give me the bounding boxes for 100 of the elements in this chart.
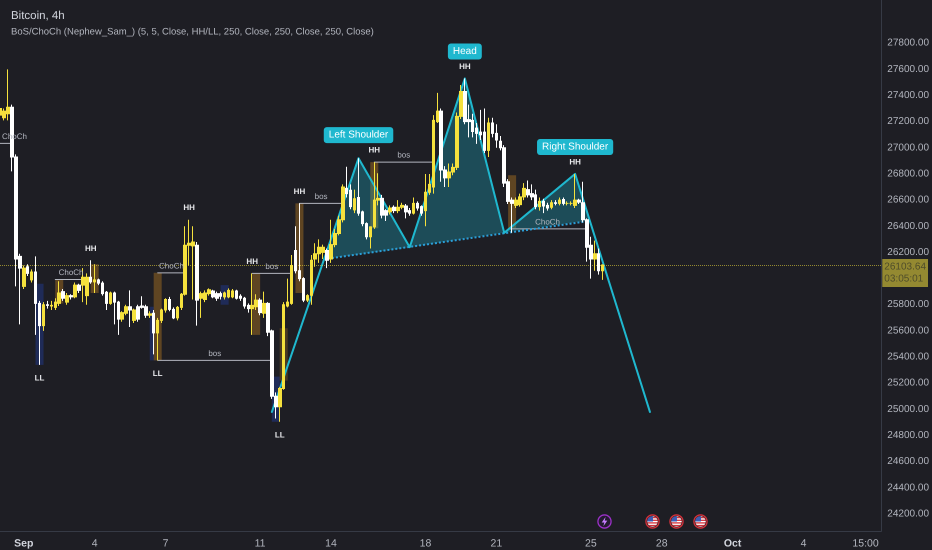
x-tick-label: 15:00	[852, 538, 879, 550]
candlestick	[61, 288, 65, 302]
candlestick	[392, 204, 396, 214]
candlestick	[46, 300, 49, 310]
candlestick	[65, 292, 69, 306]
candlestick	[597, 248, 600, 276]
y-tick-label: 25000.00	[887, 404, 930, 415]
candlestick	[219, 291, 222, 300]
candlestick	[42, 302, 45, 332]
annotation: HH	[246, 256, 258, 266]
candlestick	[227, 288, 230, 299]
text: 03:05:01	[884, 274, 924, 285]
candlestick	[562, 196, 565, 206]
candlestick	[223, 291, 226, 300]
candlestick	[412, 196, 415, 215]
candlestick	[93, 264, 96, 294]
y-tick-label: 25200.00	[887, 378, 930, 389]
candlestick	[487, 117, 490, 158]
candlestick	[538, 196, 541, 212]
series-label: bos	[397, 150, 410, 160]
candlestick	[22, 265, 26, 290]
candlestick	[565, 200, 569, 206]
ref-line-label: 26103.64	[884, 262, 926, 273]
x-tick-label: Oct	[724, 538, 742, 550]
annotation: HH	[368, 146, 380, 155]
candlestick	[243, 296, 246, 310]
candlestick	[148, 310, 152, 318]
y-tick-label: 27000.00	[887, 142, 930, 154]
x-tick-label: 11	[254, 538, 266, 550]
candlestick	[262, 291, 266, 318]
candlestick	[317, 238, 321, 264]
y-tick-label: 25400.00	[887, 352, 930, 363]
series-label: bos	[265, 262, 278, 271]
y-tick-label: 27600.00	[887, 64, 930, 75]
x-tick-label: 28	[656, 538, 668, 550]
candlestick	[231, 288, 234, 299]
candlestick	[199, 291, 203, 318]
data-label: Head	[452, 46, 477, 57]
candlestick	[546, 202, 549, 212]
y-tick-label: 27800.00	[887, 38, 930, 49]
candlestick	[388, 204, 392, 215]
annotation: HH	[84, 244, 97, 253]
x-tick-label: 7	[162, 538, 169, 550]
y-tick-label: 27200.00	[887, 116, 930, 128]
candlestick	[408, 207, 411, 216]
annotation: LL	[34, 373, 45, 382]
x-tick-label: Sep	[14, 538, 34, 550]
x-tick-label: 4	[92, 538, 98, 550]
y-tick-label: 26400.00	[887, 220, 930, 232]
candlestick	[396, 200, 400, 214]
candlestick	[447, 162, 451, 188]
series-label: bos	[314, 192, 328, 201]
candlestick	[215, 291, 219, 302]
y-tick-label: 26200.00	[887, 246, 930, 258]
candlestick	[550, 200, 553, 210]
candlestick	[109, 291, 112, 306]
annotation: HH	[183, 203, 196, 212]
series-label: bos	[208, 348, 222, 358]
x-tick-label: 21	[490, 538, 502, 550]
candlestick	[152, 309, 155, 355]
candlestick	[258, 298, 262, 316]
candlestick	[404, 204, 408, 219]
candlestick	[329, 219, 333, 264]
y-tick-label: 24400.00	[887, 482, 930, 494]
candlestick	[73, 282, 77, 299]
candlestick	[6, 68, 10, 121]
y-tick-label: 24800.00	[887, 430, 930, 442]
candlestick	[420, 204, 423, 216]
candlestick	[573, 173, 577, 208]
candlestick	[30, 268, 33, 284]
candlestick	[526, 180, 530, 198]
series-label: ChoCh	[535, 217, 560, 226]
candlestick	[601, 264, 604, 280]
candlestick	[325, 248, 329, 269]
candlestick	[400, 202, 404, 210]
x-tick-label: 18	[420, 538, 432, 550]
y-tick-label: 24200.00	[887, 508, 930, 520]
y-tick-label: 25600.00	[887, 325, 930, 336]
candlestick	[353, 189, 356, 214]
annotation: LL	[152, 368, 163, 378]
candlestick	[593, 240, 597, 272]
candlestick	[50, 300, 53, 310]
candlestick	[514, 196, 518, 208]
candlestick	[26, 264, 29, 276]
candlestick	[81, 268, 85, 303]
candlestick	[483, 108, 486, 154]
y-tick-label: 27400.00	[887, 90, 930, 101]
data-label: Left Shoulder	[328, 130, 389, 141]
candlestick	[128, 290, 132, 328]
data-label: Right Shoulder	[542, 141, 609, 152]
y-tick-label: 24600.00	[887, 456, 930, 468]
candlestick	[290, 254, 293, 306]
text: Bitcoin, 4h	[11, 10, 65, 22]
candlestick	[195, 241, 199, 326]
x-tick-label: 14	[325, 538, 337, 550]
text: BoS/ChoCh (Nephew_Sam_) (5, 5, Close, HH/LL, 250, Close, 250, Close, 250, Close)	[11, 26, 374, 38]
candlestick	[554, 200, 557, 206]
candlestick	[424, 173, 427, 227]
x-tick-label: 4	[800, 538, 807, 550]
candlestick	[132, 308, 136, 324]
